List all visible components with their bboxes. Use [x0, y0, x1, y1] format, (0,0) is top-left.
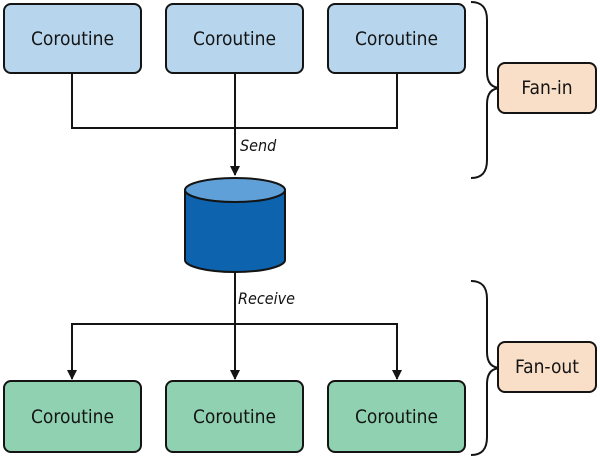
fan-out-wires [67, 272, 402, 380]
producer-coroutine: Coroutine [165, 3, 304, 74]
producer-label: Coroutine [30, 27, 115, 50]
consumer-coroutine: Coroutine [3, 380, 142, 453]
fan-in-label: Fan-in [521, 77, 573, 99]
fan-out-tag: Fan-out [497, 341, 597, 393]
producer-coroutine: Coroutine [3, 3, 142, 74]
receive-label: Receive [238, 289, 296, 308]
producer-label: Coroutine [192, 27, 277, 50]
consumer-coroutine: Coroutine [165, 380, 304, 453]
fan-in-tag: Fan-in [497, 62, 597, 114]
send-label: Send [240, 136, 277, 155]
fan-in-wires [71, 74, 398, 176]
consumer-label: Coroutine [30, 405, 115, 428]
fan-out-label: Fan-out [515, 356, 579, 378]
channel-top [184, 177, 286, 203]
channel-body [184, 189, 286, 273]
consumer-label: Coroutine [354, 405, 439, 428]
consumer-coroutine: Coroutine [327, 380, 466, 453]
channel-cylinder [184, 177, 286, 273]
consumer-label: Coroutine [192, 405, 277, 428]
producer-label: Coroutine [354, 27, 439, 50]
producer-coroutine: Coroutine [327, 3, 466, 74]
